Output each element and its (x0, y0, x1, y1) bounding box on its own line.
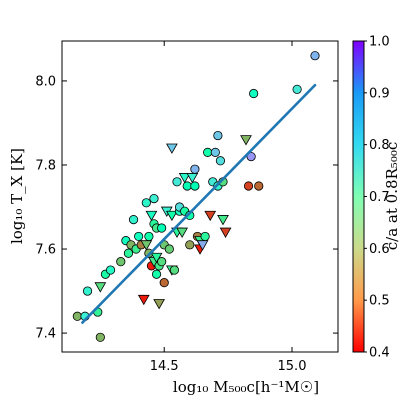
x-tick-label-1: 15.0 (278, 359, 307, 374)
y-axis-label: log₁₀ T_X [K] (8, 148, 26, 244)
y-tick-label-0: 7.4 (35, 327, 56, 342)
data-point-circle-8 (116, 257, 126, 267)
x-tick-label-0: 14.5 (150, 359, 179, 374)
data-point-triangle-16 (137, 294, 150, 306)
data-point-circle-73 (254, 181, 264, 191)
data-point-circle-4 (95, 332, 105, 342)
data-point-triangle-22 (145, 210, 158, 222)
plot-area (72, 51, 320, 342)
data-point-circle-26 (151, 269, 162, 279)
data-point-circle-14 (134, 231, 144, 242)
data-point-circle-72 (249, 88, 259, 99)
data-point-circle-59 (203, 147, 213, 157)
data-point-circle-2 (82, 286, 93, 296)
data-point-circle-58 (200, 231, 210, 242)
data-point-circle-48 (182, 181, 192, 191)
fit-line (81, 83, 317, 324)
data-point-triangle-29 (153, 299, 166, 310)
data-point-circle-33 (159, 278, 169, 288)
colorbar-gradient (352, 40, 365, 353)
data-point-circle-75 (310, 51, 320, 61)
colorbar-tick-label-2: 0.6 (369, 242, 390, 257)
data-point-triangle-46 (178, 173, 191, 184)
data-point-circle-25 (149, 194, 159, 204)
data-point-triangle-66 (217, 215, 229, 226)
data-point-triangle-17 (140, 240, 153, 251)
data-point-circle-12 (128, 215, 139, 225)
colorbar: 0.4 0.5 0.6 0.7 0.8 0.9 1.0 (352, 35, 390, 361)
colorbar-tick-label-3: 0.7 (369, 190, 390, 205)
data-point-circle-70 (243, 181, 254, 191)
data-point-triangle-69 (240, 135, 252, 146)
plot-border (61, 40, 339, 353)
colorbar-tick-label-5: 0.9 (369, 86, 390, 101)
data-point-circle-71 (246, 151, 256, 162)
data-point-circle-20 (144, 231, 154, 242)
colorbar-tick-label-0: 0.4 (369, 346, 390, 361)
data-point-circle-41 (172, 177, 182, 187)
data-point-circle-0 (72, 311, 82, 321)
plot-frame (61, 40, 339, 353)
fit-line-layer (81, 83, 317, 324)
data-point-triangle-39 (165, 143, 178, 154)
data-point-triangle-60 (204, 210, 217, 222)
data-point-circle-40 (169, 265, 180, 275)
data-point-triangle-57 (196, 240, 209, 251)
data-point-circle-36 (164, 244, 174, 254)
data-point-circle-18 (141, 198, 151, 208)
data-point-triangle-45 (176, 227, 189, 238)
data-point-triangle-38 (165, 210, 178, 222)
data-point-triangle-51 (186, 173, 199, 184)
data-point-circle-63 (213, 130, 223, 141)
colorbar-tick-label-4: 0.8 (369, 138, 390, 153)
data-point-circle-31 (157, 257, 167, 267)
data-point-circle-74 (292, 84, 302, 94)
data-point-triangle-68 (219, 227, 232, 238)
data-point-circle-65 (215, 156, 226, 166)
data-point-circle-52 (190, 164, 200, 174)
colorbar-label: c/a at 0.8R₅₀₀c (383, 142, 401, 251)
colorbar-tick-label-6: 1.0 (369, 35, 390, 50)
colorbar-tick-label-1: 0.5 (369, 294, 390, 309)
y-tick-label-1: 7.6 (35, 243, 56, 258)
data-point-circle-49 (185, 240, 195, 250)
y-tick-label-3: 8.0 (35, 74, 56, 89)
data-point-circle-7 (105, 265, 116, 275)
data-point-circle-10 (123, 248, 134, 258)
y-tick-label-2: 7.8 (35, 158, 56, 173)
data-point-circle-53 (190, 181, 200, 191)
data-point-triangle-5 (94, 282, 107, 293)
data-point-circle-32 (157, 223, 167, 233)
data-point-circle-62 (210, 147, 220, 157)
x-axis-label: log₁₀ M₅₀₀c[h⁻¹M☉] (173, 378, 319, 396)
axis-ticks: 14.5 15.0 7.4 7.6 7.8 8.0 (35, 41, 338, 374)
